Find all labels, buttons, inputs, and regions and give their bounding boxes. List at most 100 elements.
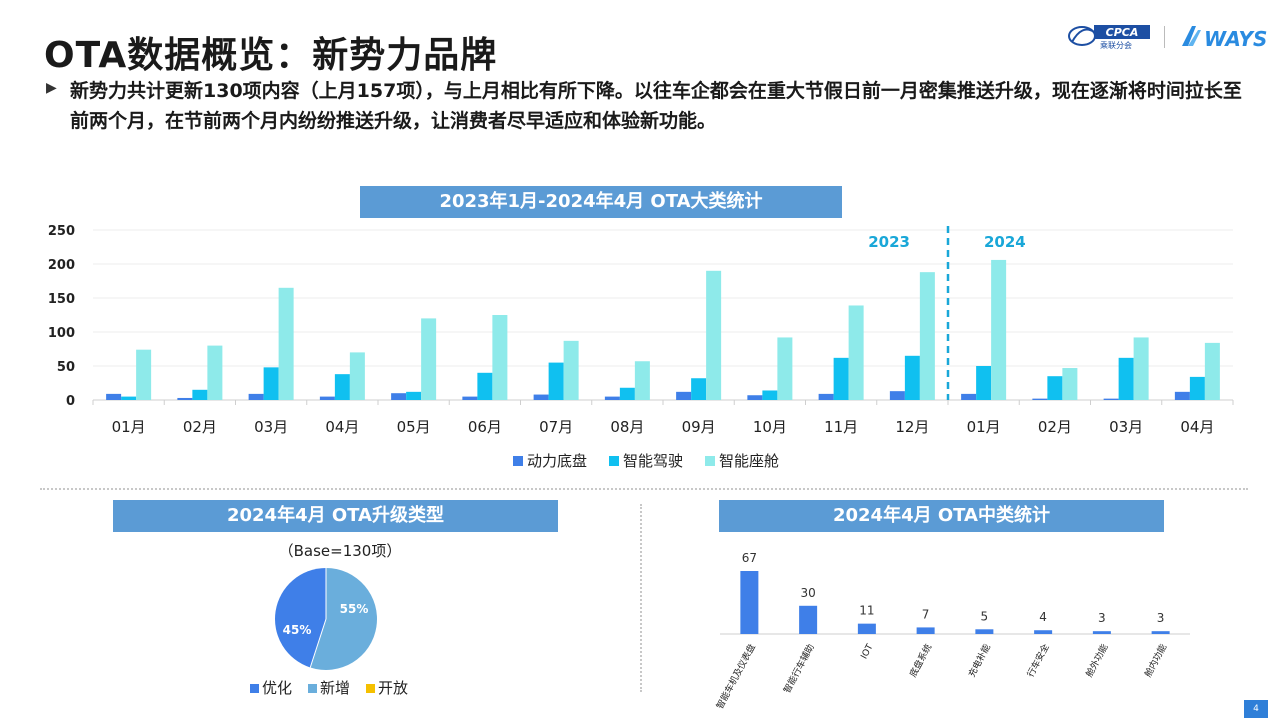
x-tick-label: 02月 xyxy=(183,418,217,436)
pie-legend-swatch xyxy=(366,684,375,693)
x-tick-label: 11月 xyxy=(824,418,858,436)
summary-text: 新势力共计更新130项内容（上月157项），与上月相比有所下降。以往车企都会在重… xyxy=(70,80,1242,132)
bar-adas xyxy=(691,378,707,400)
mid-category-label: 智能车机及仪表盘 xyxy=(714,642,758,711)
mid-category-label: IOT xyxy=(860,642,876,661)
mid-category-label: 舱内功能 xyxy=(1142,642,1170,679)
x-tick-label: 09月 xyxy=(682,418,716,436)
mid-category-label: 充电补能 xyxy=(966,642,994,679)
cpca-logo-text: CPCA xyxy=(1106,26,1139,39)
bar-adas xyxy=(121,396,137,400)
ways-logo: WAYS xyxy=(1182,26,1267,51)
bullet-triangle-icon: ▶ xyxy=(46,80,57,96)
bar-cockpit xyxy=(777,337,793,400)
x-tick-label: 05月 xyxy=(397,418,431,436)
pie-legend-label: 开放 xyxy=(378,679,408,697)
bar-adas xyxy=(833,357,849,400)
legend-label: 智能座舱 xyxy=(719,452,779,470)
section-divider xyxy=(40,488,1248,490)
mid-category-label: 底盘系统 xyxy=(907,642,935,679)
bar-adas xyxy=(406,391,422,400)
cpca-logo-subtext: 乘联分会 xyxy=(1100,40,1132,50)
mid-category-label: 舱外功能 xyxy=(1083,642,1111,679)
x-tick-label: 06月 xyxy=(468,418,502,436)
bar-powertrain xyxy=(177,397,193,400)
pie-base-note: （Base=130项） xyxy=(278,542,402,560)
bar-cockpit xyxy=(349,352,365,400)
bar-powertrain xyxy=(533,394,549,400)
bar-powertrain xyxy=(462,396,478,400)
bar-powertrain xyxy=(604,396,620,400)
mid-bar-chart: 67 智能车机及仪表盘 30 智能行车辅助 11 IOT 7 底盘系统 5 充电补能 4 行车安全 3 舱… xyxy=(714,551,1190,711)
x-tick-label: 12月 xyxy=(895,418,929,436)
bar-adas xyxy=(1189,376,1205,400)
bar-adas xyxy=(762,390,778,400)
bar-powertrain xyxy=(818,393,834,400)
bar-adas xyxy=(976,366,992,400)
mid-bar xyxy=(1151,631,1170,634)
legend-label: 智能驾驶 xyxy=(623,452,683,470)
bar-adas xyxy=(192,389,208,400)
bar-cockpit xyxy=(1204,342,1220,400)
mid-bar xyxy=(916,627,935,634)
pie-slice-optimize xyxy=(274,568,326,668)
mid-bar-value-label: 67 xyxy=(742,551,757,565)
mid-category-label: 行车安全 xyxy=(1024,642,1052,679)
pie-slice-new xyxy=(310,568,377,670)
legend-label: 动力底盘 xyxy=(527,452,587,470)
main-chart-title: 2023年1月-2024年4月 OTA大类统计 xyxy=(360,186,842,218)
bar-cockpit xyxy=(991,259,1007,400)
main-bar-chart: 0 50 100 150 200 250 01月 02月 03月 04月 05月 06月 07月 08月 0… xyxy=(48,224,1234,470)
x-tick-label: 04月 xyxy=(1180,418,1214,436)
y-tick-label: 200 xyxy=(48,258,75,273)
bar-adas xyxy=(619,387,635,400)
x-tick-label: 01月 xyxy=(967,418,1001,436)
bar-adas xyxy=(1047,376,1063,400)
bar-cockpit xyxy=(492,315,508,400)
x-tick-label: 02月 xyxy=(1038,418,1072,436)
bar-cockpit xyxy=(207,345,223,400)
mid-bar xyxy=(1034,630,1053,634)
mid-bar-value-label: 3 xyxy=(1157,611,1165,625)
mid-bar-value-label: 30 xyxy=(800,586,815,600)
y-tick-label: 150 xyxy=(48,292,75,307)
x-tick-label: 10月 xyxy=(753,418,787,436)
pie-label-optimize: 45% xyxy=(283,623,312,637)
logo-separator xyxy=(1164,26,1165,48)
x-tick-label: 01月 xyxy=(112,418,146,436)
bar-powertrain xyxy=(319,396,335,400)
mid-bar-value-label: 4 xyxy=(1039,610,1047,624)
mid-bar-value-label: 7 xyxy=(922,607,930,621)
bar-powertrain xyxy=(889,391,905,400)
page-title: OTA数据概览：新势力品牌 xyxy=(44,35,498,76)
page-number: 4 xyxy=(1244,700,1268,718)
mid-bar xyxy=(740,571,759,634)
pie-legend-swatch xyxy=(250,684,259,693)
x-tick-label: 04月 xyxy=(325,418,359,436)
pie-legend-label: 优化 xyxy=(262,679,292,697)
bar-powertrain xyxy=(391,393,407,400)
y-tick-label: 50 xyxy=(57,360,75,375)
pie-chart-title: 2024年4月 OTA升级类型 xyxy=(113,500,558,532)
bar-adas xyxy=(263,367,279,400)
bar-powertrain xyxy=(1174,391,1190,400)
mid-bar-value-label: 5 xyxy=(981,609,989,623)
bar-powertrain xyxy=(961,393,977,400)
bar-cockpit xyxy=(634,361,650,400)
bar-adas xyxy=(334,374,350,400)
bar-powertrain xyxy=(747,395,763,400)
pie-legend-swatch xyxy=(308,684,317,693)
pie-legend-label: 新增 xyxy=(320,679,350,697)
bar-adas xyxy=(548,362,564,400)
legend-swatch xyxy=(513,456,523,466)
mid-chart-title: 2024年4月 OTA中类统计 xyxy=(719,500,1164,532)
mid-bar xyxy=(799,605,818,634)
x-tick-label: 03月 xyxy=(1109,418,1143,436)
legend-swatch xyxy=(705,456,715,466)
bar-cockpit xyxy=(136,349,152,400)
bar-cockpit xyxy=(848,305,864,400)
x-tick-label: 07月 xyxy=(539,418,573,436)
y-tick-label: 100 xyxy=(48,326,75,341)
bar-powertrain xyxy=(106,393,122,400)
bar-cockpit xyxy=(563,340,579,400)
